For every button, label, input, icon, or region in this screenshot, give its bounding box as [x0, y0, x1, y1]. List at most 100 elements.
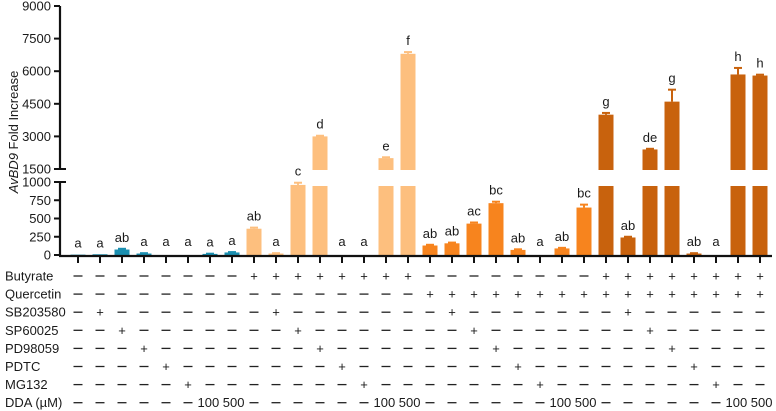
significance-letter: ab	[555, 229, 569, 244]
bar: h	[752, 56, 768, 255]
y-tick-label: 4500	[22, 96, 51, 111]
treatment-cell: +	[272, 305, 280, 320]
bar: ab	[510, 230, 526, 255]
bar: d	[312, 117, 328, 255]
treatment-cell: +	[404, 269, 412, 284]
bar: a	[70, 236, 86, 255]
bar: g	[598, 94, 614, 255]
significance-letter: a	[272, 234, 280, 249]
bar: ab	[620, 218, 636, 255]
treatment-cell: 100 500	[374, 395, 421, 410]
treatment-cell: +	[646, 269, 654, 284]
treatment-cell: +	[294, 323, 302, 338]
significance-letter: ab	[445, 224, 459, 239]
treatment-cell: +	[624, 269, 632, 284]
bar: a	[92, 235, 108, 255]
significance-letter: d	[316, 117, 323, 132]
treatment-cell: +	[294, 269, 302, 284]
treatment-cell: +	[668, 287, 676, 302]
treatment-cell: +	[426, 287, 434, 302]
treatment-row-label: SB203580	[5, 305, 66, 320]
treatment-cell: +	[492, 287, 500, 302]
bar: ab	[114, 230, 130, 255]
bar: ab	[422, 226, 438, 255]
bar: a	[268, 234, 284, 255]
bar: a	[184, 234, 192, 249]
significance-letter: c	[295, 164, 302, 179]
bar: a	[162, 234, 170, 249]
significance-letter: a	[536, 234, 544, 249]
bar: de	[642, 130, 658, 255]
significance-letter: g	[602, 94, 609, 109]
treatment-cell: +	[690, 269, 698, 284]
significance-letter: f	[406, 33, 410, 48]
y-tick-label: 250	[29, 229, 51, 244]
treatment-cell: +	[316, 269, 324, 284]
treatment-cell: +	[492, 341, 500, 356]
treatment-cell: +	[668, 341, 676, 356]
significance-letter: bc	[489, 183, 503, 198]
significance-letter: ab	[115, 230, 129, 245]
significance-letter: de	[643, 130, 657, 145]
treatment-cell: +	[250, 269, 258, 284]
treatment-cell: +	[646, 323, 654, 338]
bar: ac	[466, 204, 482, 255]
treatment-cell: +	[448, 305, 456, 320]
treatment-cell: +	[382, 269, 390, 284]
bar: a	[224, 233, 240, 255]
significance-letter: a	[206, 235, 214, 250]
treatment-cell: +	[624, 305, 632, 320]
bar: f	[400, 33, 416, 255]
significance-letter: a	[162, 234, 170, 249]
treatment-cell: 100 500	[726, 395, 773, 410]
significance-letter: ab	[511, 230, 525, 245]
treatment-cell: +	[360, 269, 368, 284]
treatment-cell: +	[712, 269, 720, 284]
significance-letter: a	[140, 234, 148, 249]
treatment-cell: +	[690, 287, 698, 302]
bar: ab	[686, 234, 702, 255]
bar: ab	[246, 209, 262, 255]
treatment-cell: +	[338, 269, 346, 284]
treatment-cell: +	[448, 287, 456, 302]
treatment-cell: +	[756, 287, 764, 302]
treatment-row-label: Quercetin	[5, 287, 61, 302]
significance-letter: e	[382, 138, 389, 153]
treatment-cell: +	[624, 287, 632, 302]
treatment-cell: 100 500	[550, 395, 597, 410]
treatment-row-label: SP60025	[5, 323, 59, 338]
significance-letter: ab	[621, 218, 635, 233]
treatment-table: Butyrate + + + + + + + + + + + + + + + + Quercetin + + + + + + +…	[5, 269, 773, 411]
y-tick-label: 1500	[22, 162, 51, 177]
treatment-row-label: PD98059	[5, 341, 59, 356]
treatment-cell: +	[514, 359, 522, 374]
treatment-cell: +	[338, 359, 346, 374]
bar: ab	[444, 224, 460, 255]
treatment-cell: +	[316, 341, 324, 356]
significance-letter: a	[228, 233, 236, 248]
bar: a	[202, 235, 218, 255]
treatment-cell: +	[514, 287, 522, 302]
bar: h	[730, 49, 746, 255]
significance-letter: h	[734, 49, 741, 64]
bar: bc	[488, 183, 504, 255]
treatment-cell: +	[360, 377, 368, 392]
significance-letter: a	[184, 234, 192, 249]
bar: a	[712, 234, 720, 249]
treatment-cell: +	[734, 269, 742, 284]
bar: a	[536, 234, 544, 249]
y-tick-label: 6000	[22, 64, 51, 79]
y-axis-label: AvBD9 Fold Increase	[6, 71, 21, 195]
y-tick-label: 7500	[22, 31, 51, 46]
bar: a	[360, 234, 368, 249]
treatment-cell: +	[712, 377, 720, 392]
bar: e	[378, 138, 394, 255]
treatment-row-label: Butyrate	[5, 269, 53, 284]
y-tick-label: 0	[44, 248, 51, 263]
treatment-cell: +	[470, 287, 478, 302]
significance-letter: g	[668, 71, 675, 86]
y-tick-label: 9000	[22, 0, 51, 14]
